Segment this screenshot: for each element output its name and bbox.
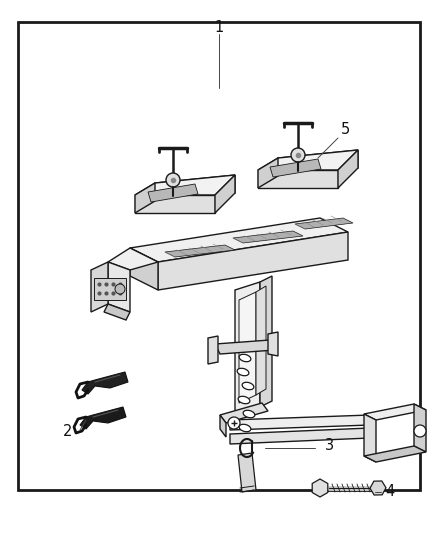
Polygon shape [215, 340, 275, 354]
Polygon shape [258, 150, 358, 170]
Polygon shape [104, 304, 130, 320]
Polygon shape [364, 404, 426, 420]
Polygon shape [208, 336, 218, 364]
Polygon shape [148, 184, 198, 202]
Polygon shape [268, 332, 278, 356]
Polygon shape [230, 428, 370, 444]
Polygon shape [295, 218, 353, 229]
Ellipse shape [237, 368, 249, 376]
Polygon shape [258, 170, 338, 188]
Circle shape [166, 173, 180, 187]
Polygon shape [278, 150, 358, 176]
Polygon shape [235, 282, 260, 415]
Polygon shape [230, 415, 370, 430]
Polygon shape [130, 248, 158, 290]
Text: 5: 5 [340, 123, 350, 138]
Polygon shape [414, 404, 426, 452]
Text: 4: 4 [385, 484, 395, 499]
Ellipse shape [239, 354, 251, 362]
Polygon shape [239, 292, 256, 403]
Bar [18, 22, 420, 490]
Text: 1: 1 [214, 20, 224, 36]
Polygon shape [256, 286, 266, 395]
Circle shape [228, 417, 240, 429]
Polygon shape [91, 262, 108, 312]
Circle shape [291, 148, 305, 162]
Text: 3: 3 [325, 438, 335, 453]
Circle shape [414, 425, 426, 437]
Polygon shape [220, 403, 268, 423]
Polygon shape [158, 232, 348, 290]
Polygon shape [135, 175, 235, 195]
Polygon shape [135, 183, 155, 213]
Polygon shape [108, 248, 158, 270]
Polygon shape [215, 175, 235, 213]
Polygon shape [135, 195, 215, 213]
Polygon shape [238, 453, 256, 492]
Polygon shape [258, 158, 278, 188]
Polygon shape [364, 446, 426, 462]
Polygon shape [220, 415, 226, 437]
Ellipse shape [239, 424, 251, 432]
Polygon shape [364, 414, 376, 462]
Polygon shape [94, 278, 126, 300]
Circle shape [115, 284, 125, 294]
Polygon shape [270, 159, 321, 177]
Ellipse shape [242, 382, 254, 390]
Polygon shape [130, 218, 348, 262]
Polygon shape [82, 372, 128, 394]
Polygon shape [108, 262, 130, 312]
Ellipse shape [243, 410, 255, 418]
Ellipse shape [238, 396, 250, 403]
Polygon shape [260, 276, 272, 407]
Polygon shape [165, 245, 235, 257]
Polygon shape [155, 175, 235, 201]
Polygon shape [80, 407, 126, 429]
Polygon shape [233, 231, 303, 243]
Text: 2: 2 [64, 424, 73, 440]
Polygon shape [338, 150, 358, 188]
